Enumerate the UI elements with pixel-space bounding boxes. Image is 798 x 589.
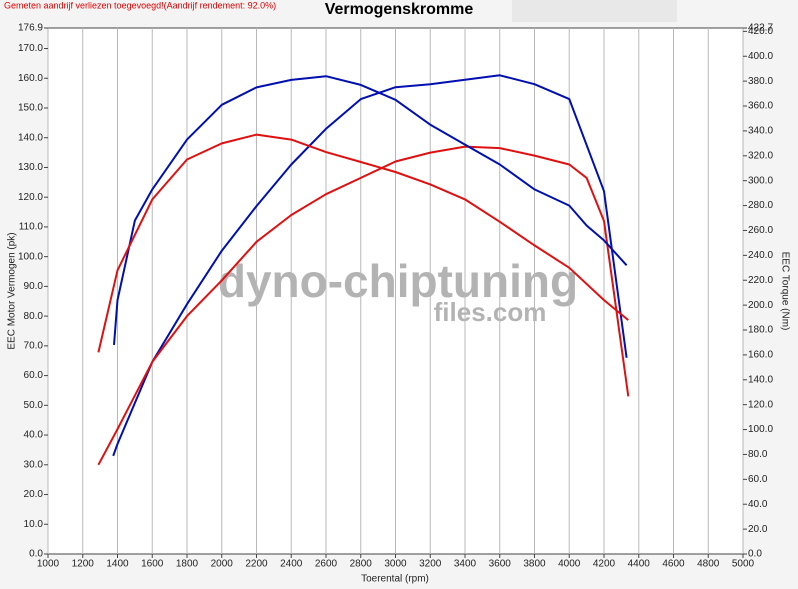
x-tick-label: 3600: [489, 559, 512, 570]
y-tick-label: 160.0: [18, 73, 43, 84]
y-tick-label: 10.0: [24, 519, 44, 530]
grid: [47, 28, 744, 554]
y2-tick-label: 340.0: [748, 126, 773, 137]
y-tick-label: 70.0: [24, 341, 44, 352]
y2-tick-label: 422.7: [748, 23, 773, 34]
x-tick-label: 1800: [176, 559, 199, 570]
x-tick-label: 4400: [628, 559, 651, 570]
y-tick-label: 140.0: [18, 132, 43, 143]
y-tick-label: 30.0: [24, 459, 44, 470]
y2-tick-label: 0.0: [748, 549, 762, 560]
y2-tick-label: 320.0: [748, 150, 773, 161]
series-line: [97, 133, 629, 353]
x-tick-label: 3800: [523, 559, 546, 570]
y2-axis-label: EEC Torque (Nm): [779, 252, 790, 331]
y-axis-label: EEC Motor Vermogen (pk): [7, 232, 18, 349]
series-line: [113, 75, 628, 345]
y2-tick-label: 180.0: [748, 325, 773, 336]
x-axis-label: Toerental (rpm): [361, 574, 429, 585]
x-tick-label: 1000: [37, 559, 60, 570]
x-tick-label: 3200: [419, 559, 442, 570]
x-tick-label: 2800: [350, 559, 373, 570]
x-tick-label: 2000: [211, 559, 234, 570]
y2-tick-label: 80.0: [748, 449, 768, 460]
series-line: [97, 145, 630, 466]
y-tick-label: 150.0: [18, 103, 43, 114]
y-tick-label: 80.0: [24, 311, 44, 322]
x-tick-label: 2400: [280, 559, 303, 570]
y2-tick-label: 240.0: [748, 250, 773, 261]
x-tick-label: 1400: [106, 559, 129, 570]
x-tick-label: 2600: [315, 559, 338, 570]
y2-tick-label: 120.0: [748, 399, 773, 410]
y-tick-label: 130.0: [18, 162, 43, 173]
header-box: [512, 0, 677, 22]
y2-tick-label: 200.0: [748, 300, 773, 311]
y2-tick-label: 140.0: [748, 374, 773, 385]
y-tick-label: 120.0: [18, 192, 43, 203]
x-tick-label: 5000: [732, 559, 755, 570]
series-line: [112, 74, 628, 457]
x-tick-label: 4000: [558, 559, 581, 570]
y-tick-label: 50.0: [24, 400, 44, 411]
y2-tick-label: 160.0: [748, 350, 773, 361]
x-tick-label: 3400: [454, 559, 477, 570]
y-tick-label: 100.0: [18, 251, 43, 262]
watermark: files.com: [434, 297, 547, 327]
y-tick-label: 20.0: [24, 489, 44, 500]
lines: [97, 74, 630, 466]
annotation: Gemeten aandrijf verliezen toegevoegd!(A…: [4, 0, 276, 10]
x-tick-label: 4200: [593, 559, 616, 570]
y2-tick-label: 280.0: [748, 200, 773, 211]
x-tick-label: 3000: [384, 559, 407, 570]
y2-tick-label: 40.0: [748, 499, 768, 510]
y2-tick-label: 300.0: [748, 175, 773, 186]
y-tick-label: 60.0: [24, 370, 44, 381]
x-tick-label: 2200: [245, 559, 268, 570]
y-tick-label: 0.0: [29, 549, 43, 560]
y2-tick-label: 60.0: [748, 474, 768, 485]
chart-title: Vermogenskromme: [325, 1, 474, 18]
x-tick-label: 1600: [141, 559, 164, 570]
y-tick-label: 90.0: [24, 281, 44, 292]
y2-tick-label: 420.0: [748, 26, 773, 37]
y2-tick-label: 100.0: [748, 424, 773, 435]
y-tick-label: 176.9: [18, 23, 43, 34]
y-tick-label: 170.0: [18, 43, 43, 54]
x-tick-label: 4600: [662, 559, 685, 570]
x-tick-label: 4800: [697, 559, 720, 570]
y-tick-label: 40.0: [24, 430, 44, 441]
y2-tick-label: 20.0: [748, 524, 768, 535]
y-tick-label: 110.0: [19, 222, 44, 233]
y2-tick-label: 400.0: [748, 51, 773, 62]
x-tick-label: 1200: [72, 559, 95, 570]
y2-tick-label: 260.0: [748, 225, 773, 236]
y2-tick-label: 220.0: [748, 275, 773, 286]
watermark: dyno-chiptuning: [218, 255, 578, 307]
y2-tick-label: 360.0: [748, 101, 773, 112]
y2-tick-label: 380.0: [748, 76, 773, 87]
